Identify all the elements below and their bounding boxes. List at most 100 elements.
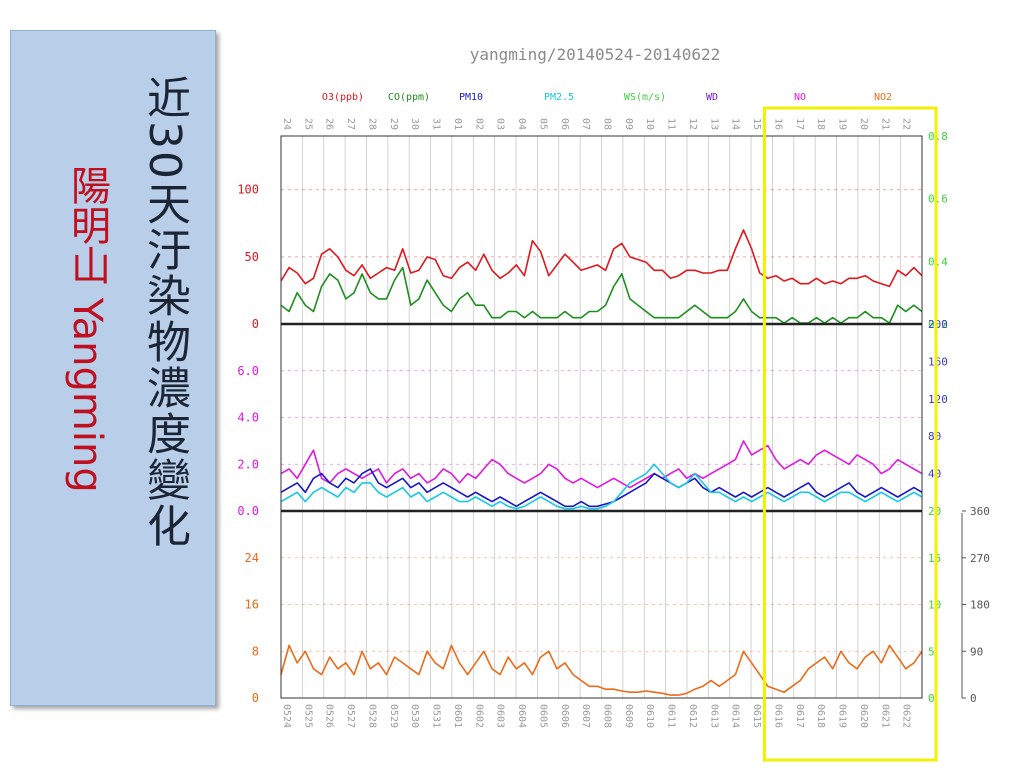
bottom-day-label: 0616 — [772, 704, 783, 728]
left-tick-label: 0 — [252, 691, 259, 705]
right-tick-label: 5 — [928, 645, 935, 658]
right-tick-label: 120 — [928, 393, 948, 406]
bottom-day-label: 0527 — [345, 704, 356, 728]
series-line — [280, 463, 923, 510]
legend-item: PM2.5 — [544, 92, 574, 103]
axis-tick-labels: 0501000.20.40.60.80.02.04.06.04080120160… — [237, 130, 990, 705]
bottom-day-label: 0620 — [858, 704, 869, 728]
top-day-label: 16 — [772, 118, 783, 130]
left-tick-label: 24 — [245, 551, 259, 565]
right2-tick-label: 0 — [970, 692, 977, 705]
left-tick-label: 16 — [245, 598, 259, 612]
top-day-label: 05 — [537, 118, 548, 130]
top-day-label: 15 — [751, 118, 762, 130]
bottom-day-labels: 0524 0525 0526 0527 0528 0529 0530 0531 0601 0602… — [281, 704, 912, 728]
right2-tick-label: 360 — [970, 505, 990, 518]
left-tick-label: 2.0 — [237, 457, 259, 471]
top-day-label: 09 — [623, 118, 634, 130]
left-tick-label: 0 — [252, 317, 259, 331]
bottom-day-label: 0622 — [901, 704, 912, 728]
right2-tick-label: 180 — [970, 599, 990, 612]
bottom-day-label: 0524 — [281, 704, 292, 728]
left-tick-label: 50 — [245, 250, 259, 264]
chart-panels — [280, 189, 923, 696]
bottom-day-label: 0529 — [388, 704, 399, 728]
bottom-day-label: 0525 — [302, 704, 313, 728]
bottom-day-label: 0528 — [366, 704, 377, 728]
bottom-day-label: 0610 — [644, 704, 655, 728]
top-day-label: 26 — [324, 118, 335, 130]
top-day-labels: 24 25 26 27 28 29 30 31 01 02 03 04 05 06 07 08 09 10 11 12… — [281, 118, 912, 130]
bottom-day-label: 0602 — [473, 704, 484, 728]
left-tick-label: 100 — [237, 183, 259, 197]
top-day-label: 03 — [495, 118, 506, 130]
bottom-day-label: 0617 — [794, 704, 805, 728]
right2-tick-label: 270 — [970, 552, 990, 565]
legend-item: PM10 — [459, 92, 483, 103]
legend-item: NO2 — [874, 92, 892, 103]
highlight-box — [762, 106, 938, 762]
legend-item: NO — [794, 92, 806, 103]
top-day-label: 31 — [431, 118, 442, 130]
bottom-day-label: 0621 — [879, 704, 890, 728]
series-line — [280, 468, 923, 508]
series-line — [280, 229, 923, 288]
top-day-label: 01 — [452, 118, 463, 130]
bottom-day-label: 0614 — [730, 704, 741, 728]
chart-gridlines — [280, 136, 923, 698]
plot-frame — [280, 135, 923, 699]
top-day-label: 17 — [794, 118, 805, 130]
bottom-day-label: 0531 — [431, 704, 442, 728]
legend-item: CO(ppm) — [388, 92, 430, 103]
top-day-label: 11 — [666, 118, 677, 130]
top-day-label: 24 — [281, 118, 292, 130]
bottom-day-label: 0606 — [559, 704, 570, 728]
top-day-label: 22 — [901, 118, 912, 130]
bottom-day-label: 0526 — [324, 704, 335, 728]
bottom-day-label: 0607 — [580, 704, 591, 728]
right-tick-label: 0 — [928, 692, 935, 705]
top-day-label: 07 — [580, 118, 591, 130]
top-day-label: 13 — [708, 118, 719, 130]
bottom-day-label: 0530 — [409, 704, 420, 728]
top-day-label: 19 — [837, 118, 848, 130]
bottom-day-label: 0601 — [452, 704, 463, 728]
top-day-label: 10 — [644, 118, 655, 130]
series-line — [280, 440, 923, 489]
bottom-day-label: 0613 — [708, 704, 719, 728]
top-day-label: 27 — [345, 118, 356, 130]
legend-item: WS(m/s) — [624, 92, 666, 103]
top-day-label: 18 — [815, 118, 826, 130]
legend-item: O3(ppb) — [322, 92, 364, 103]
bottom-day-label: 0612 — [687, 704, 698, 728]
right-tick-label: 0.2 — [928, 318, 948, 331]
series-line — [280, 266, 923, 324]
bottom-day-label: 0603 — [495, 704, 506, 728]
top-day-label: 06 — [559, 118, 570, 130]
bottom-day-label: 0608 — [602, 704, 613, 728]
top-day-label: 20 — [858, 118, 869, 130]
left-tick-label: 8 — [252, 644, 259, 658]
left-tick-label: 4.0 — [237, 411, 259, 425]
top-day-label: 08 — [602, 118, 613, 130]
right-tick-label: 160 — [928, 355, 948, 368]
chart-title-vertical: 近30天汙染物濃度變化 — [139, 75, 190, 549]
side-title-panel: 近30天汙染物濃度變化 陽明山 Yangming — [10, 30, 216, 706]
top-day-label: 04 — [516, 118, 527, 130]
bottom-day-label: 0609 — [623, 704, 634, 728]
left-tick-label: 0.0 — [237, 504, 259, 518]
top-day-label: 21 — [879, 118, 890, 130]
top-day-label: 30 — [409, 118, 420, 130]
right-tick-label: 0.4 — [928, 255, 948, 268]
right-tick-label: 0.6 — [928, 193, 948, 206]
right2-tick-label: 90 — [970, 645, 983, 658]
right-tick-label: 0.8 — [928, 130, 948, 143]
bottom-day-label: 0611 — [666, 704, 677, 728]
top-day-label: 12 — [687, 118, 698, 130]
top-day-label: 29 — [388, 118, 399, 130]
top-day-label: 14 — [730, 118, 741, 130]
pollutant-time-series-chart: yangming/20140524-20140622 O3(ppb) CO(ppm… — [237, 45, 990, 762]
bottom-day-label: 0618 — [815, 704, 826, 728]
bottom-day-label: 0615 — [751, 704, 762, 728]
chart-axes — [280, 135, 923, 699]
